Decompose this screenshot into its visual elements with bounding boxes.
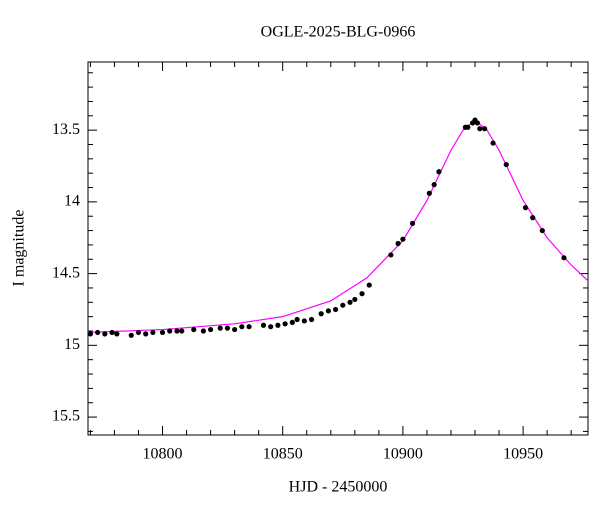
data-point [174, 328, 180, 334]
y-tick-label: 15.5 [52, 408, 80, 425]
data-point [409, 220, 416, 226]
data-point [143, 331, 149, 337]
data-point [289, 319, 295, 325]
data-point [340, 302, 346, 308]
data-point [318, 311, 324, 317]
data-point [260, 322, 267, 328]
data-point [530, 215, 536, 221]
data-point [159, 329, 166, 336]
data-point [436, 169, 442, 175]
data-point [114, 331, 120, 337]
y-axis-label: I magnitude [11, 210, 28, 287]
data-point [191, 326, 197, 333]
data-point [539, 227, 545, 234]
data-point [128, 332, 134, 338]
data-point [294, 316, 300, 323]
chart-title: OGLE-2025-BLG-0966 [261, 24, 416, 41]
y-tick-label: 13.5 [52, 121, 80, 138]
data-point [232, 326, 238, 333]
data-point [308, 316, 315, 323]
data-point [388, 252, 394, 258]
data-point [167, 328, 173, 334]
data-point [431, 182, 437, 188]
data-point [275, 322, 281, 328]
y-tick-label: 15 [64, 336, 80, 353]
data-point [400, 236, 406, 242]
x-tick-label: 10900 [383, 446, 423, 463]
data-point [87, 331, 94, 337]
data-point [179, 328, 185, 334]
data-point [102, 331, 108, 337]
data-point [522, 205, 529, 211]
data-point [207, 326, 214, 333]
data-point [282, 321, 288, 327]
data-point [465, 124, 471, 130]
y-tick-label: 14 [64, 193, 80, 210]
data-point [503, 161, 509, 168]
data-point [482, 126, 488, 132]
data-point [135, 329, 142, 336]
data-point [301, 318, 307, 324]
data-point [474, 120, 481, 126]
data-point [490, 140, 496, 146]
data-point [477, 126, 483, 132]
x-tick-label: 10850 [263, 446, 303, 463]
data-point [332, 306, 339, 313]
data-point [395, 240, 401, 247]
data-point [224, 325, 231, 331]
data-point [95, 329, 101, 336]
plot-frame [87, 61, 589, 436]
data-point [200, 328, 206, 334]
data-point [150, 329, 156, 336]
data-point [359, 291, 365, 297]
x-tick-label: 10800 [143, 446, 183, 463]
data-point [217, 325, 223, 331]
data-point [325, 308, 331, 314]
data-point [246, 324, 252, 330]
model-curve [87, 119, 589, 334]
x-axis-label: HJD - 2450000 [289, 479, 388, 496]
x-tick-label: 10950 [503, 446, 543, 463]
data-point [561, 255, 567, 261]
data-point [268, 324, 274, 330]
data-point [347, 299, 353, 305]
data-point [352, 296, 358, 303]
data-point [239, 324, 245, 330]
data-point [366, 282, 372, 288]
y-tick-label: 14.5 [52, 264, 80, 281]
data-point [109, 329, 115, 336]
data-point [426, 190, 432, 196]
